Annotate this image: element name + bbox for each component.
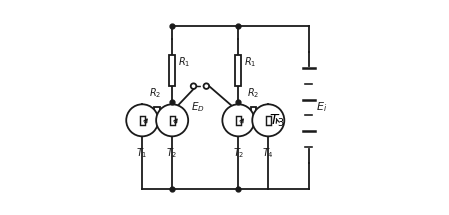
Circle shape xyxy=(222,104,255,136)
FancyBboxPatch shape xyxy=(251,107,256,116)
FancyBboxPatch shape xyxy=(235,55,242,86)
FancyBboxPatch shape xyxy=(169,55,175,86)
Text: $R_2$: $R_2$ xyxy=(149,86,161,100)
Text: $T_2$: $T_2$ xyxy=(167,146,178,160)
FancyBboxPatch shape xyxy=(170,116,175,125)
Text: $T_2$: $T_2$ xyxy=(233,146,244,160)
FancyBboxPatch shape xyxy=(154,107,160,116)
Text: $T_3$: $T_3$ xyxy=(269,113,285,129)
FancyBboxPatch shape xyxy=(236,116,241,125)
Text: $T_4$: $T_4$ xyxy=(262,146,274,160)
Text: $R_2$: $R_2$ xyxy=(247,86,260,100)
Text: $E_D$: $E_D$ xyxy=(191,100,205,114)
Text: $T_1$: $T_1$ xyxy=(136,146,148,160)
Text: $R_1$: $R_1$ xyxy=(177,55,190,69)
Circle shape xyxy=(126,104,158,136)
FancyBboxPatch shape xyxy=(140,116,145,125)
Circle shape xyxy=(156,104,188,136)
FancyBboxPatch shape xyxy=(266,116,271,125)
Circle shape xyxy=(191,83,196,89)
Text: $E_i$: $E_i$ xyxy=(316,101,327,114)
Circle shape xyxy=(252,104,284,136)
Circle shape xyxy=(203,83,209,89)
Text: $R_1$: $R_1$ xyxy=(244,55,256,69)
